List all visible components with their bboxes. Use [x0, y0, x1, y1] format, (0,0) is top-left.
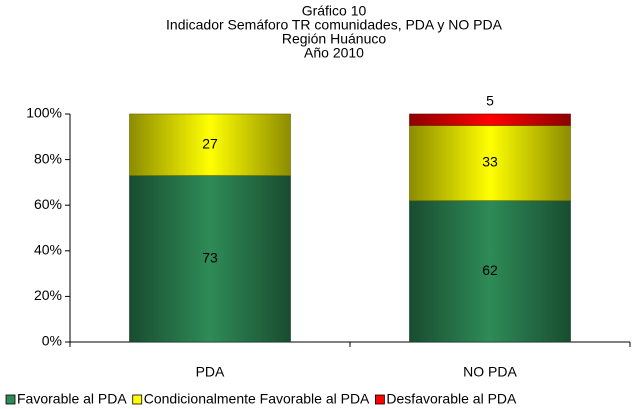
legend-label: Condicionalmente Favorable al PDA: [144, 391, 370, 407]
data-label: 33: [482, 154, 498, 170]
data-label: 62: [482, 262, 498, 278]
data-label: 73: [202, 249, 218, 265]
bar-segment: [409, 125, 571, 201]
x-tick-label: NO PDA: [463, 364, 517, 380]
legend-label: Favorable al PDA: [17, 391, 127, 407]
bar-segment: [409, 113, 571, 126]
y-tick-label: 60%: [34, 196, 62, 212]
y-tick-label: 80%: [34, 150, 62, 166]
data-label: 27: [202, 135, 218, 151]
chart-title: Región Huánuco: [282, 31, 387, 47]
legend-swatch: [5, 394, 16, 405]
bar-segment: [129, 175, 291, 343]
x-tick-label: PDA: [196, 364, 225, 380]
legend-swatch: [375, 394, 385, 405]
bar-segment: [129, 113, 291, 176]
chart-title: Año 2010: [304, 45, 364, 61]
legend-swatch: [132, 394, 143, 405]
y-tick-label: 20%: [34, 287, 62, 303]
bar-segment: [409, 200, 571, 343]
chart-title: Indicador Semáforo TR comunidades, PDA y…: [166, 17, 503, 33]
y-tick-label: 0%: [42, 333, 62, 349]
data-label: 5: [486, 93, 494, 109]
y-tick-label: 40%: [34, 242, 62, 258]
legend-label: Desfavorable al PDA: [386, 391, 517, 407]
chart-title: Gráfico 10: [302, 3, 367, 19]
y-tick-label: 100%: [26, 105, 62, 121]
